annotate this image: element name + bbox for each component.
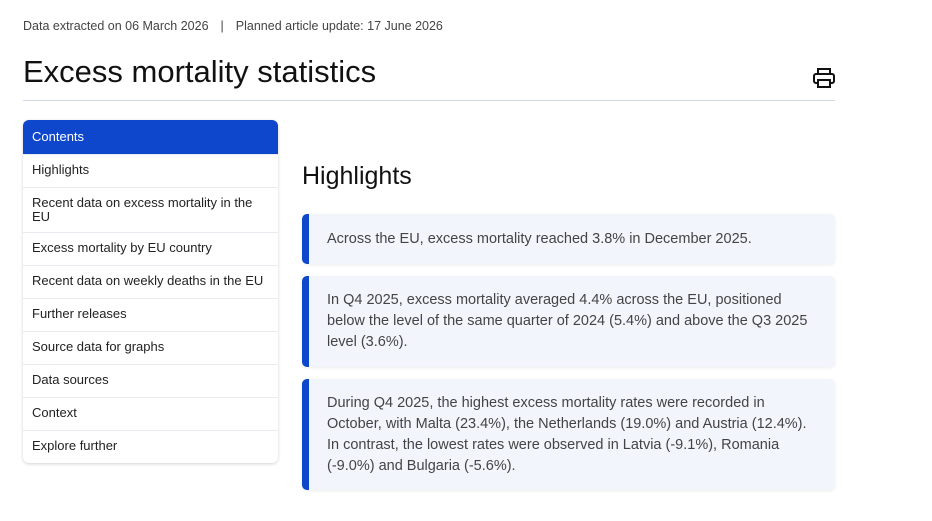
toc-item-explore-further[interactable]: Explore further xyxy=(23,430,278,463)
toc-header: Contents xyxy=(23,120,278,154)
highlight-text: During Q4 2025, the highest excess morta… xyxy=(327,394,807,474)
toc-item-context[interactable]: Context xyxy=(23,397,278,430)
toc-item-data-sources[interactable]: Data sources xyxy=(23,364,278,397)
title-divider xyxy=(23,100,835,101)
toc-item-recent-excess-mortality[interactable]: Recent data on excess mortality in the E… xyxy=(23,187,278,232)
data-extracted-date: Data extracted on 06 March 2026 xyxy=(23,19,209,33)
printer-icon xyxy=(813,68,835,88)
print-button[interactable] xyxy=(812,67,836,89)
toc-item-highlights[interactable]: Highlights xyxy=(23,154,278,187)
meta-separator: | xyxy=(220,19,224,33)
article-meta: Data extracted on 06 March 2026 | Planned … xyxy=(23,19,443,33)
toc-item-weekly-deaths[interactable]: Recent data on weekly deaths in the EU xyxy=(23,265,278,298)
table-of-contents: Contents Highlights Recent data on exces… xyxy=(23,120,278,463)
highlight-box: During Q4 2025, the highest excess morta… xyxy=(302,379,835,490)
toc-item-source-data[interactable]: Source data for graphs xyxy=(23,331,278,364)
highlight-box: In Q4 2025, excess mortality averaged 4.… xyxy=(302,276,835,367)
highlight-box: Across the EU, excess mortality reached … xyxy=(302,214,835,264)
section-heading: Highlights xyxy=(302,162,412,190)
toc-item-further-releases[interactable]: Further releases xyxy=(23,298,278,331)
page-title: Excess mortality statistics xyxy=(23,54,377,89)
highlight-text: Across the EU, excess mortality reached … xyxy=(327,230,752,247)
planned-update-date: Planned article update: 17 June 2026 xyxy=(235,19,443,33)
highlight-text: In Q4 2025, excess mortality averaged 4.… xyxy=(327,292,808,350)
toc-item-by-country[interactable]: Excess mortality by EU country xyxy=(23,232,278,265)
